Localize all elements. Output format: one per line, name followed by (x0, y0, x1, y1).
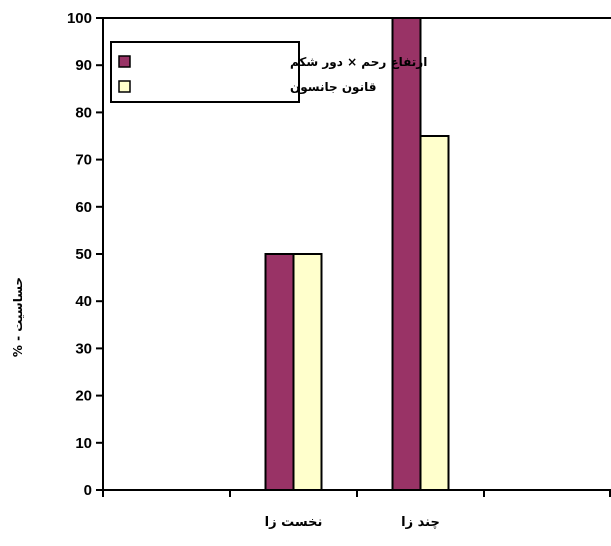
bar-series-2-cat-2 (419, 135, 450, 491)
bar-series-2-cat-1 (292, 253, 323, 491)
legend-swatch-series-1 (118, 55, 131, 68)
x-category-label: چند زا (401, 515, 440, 530)
legend-label-series-1: ارتفاع رحم × دور شکم (290, 55, 427, 70)
y-tick-label: 70 (75, 152, 92, 169)
y-tick-label: 0 (84, 482, 92, 499)
x-category-label: نخست زا (265, 515, 323, 530)
y-tick-label: 30 (75, 340, 92, 357)
y-tick-label: 40 (75, 293, 92, 310)
y-ticks: 0 10 20 30 40 50 60 70 80 90 100 (67, 10, 103, 499)
legend-swatch-series-2 (118, 80, 131, 93)
y-tick-label: 10 (75, 435, 92, 452)
legend-frame (110, 41, 300, 103)
bar-series-1-cat-1 (264, 253, 295, 491)
category-labels: نخست زا چند زا (265, 515, 440, 530)
y-tick-label: 100 (67, 10, 92, 27)
y-tick-label: 80 (75, 104, 92, 121)
y-tick-label: 50 (75, 246, 92, 263)
legend-label-series-2: قانون جانسون (290, 80, 376, 95)
y-tick-label: 90 (75, 57, 92, 74)
y-tick-label: 60 (75, 199, 92, 216)
legend: ارتفاع رحم × دور شکم قانون جانسون (110, 41, 427, 103)
bar-series-1-cat-2 (391, 17, 422, 491)
y-axis-label: حساسیت - % (11, 277, 25, 357)
y-tick-label: 20 (75, 388, 92, 405)
x-ticks (102, 490, 611, 497)
